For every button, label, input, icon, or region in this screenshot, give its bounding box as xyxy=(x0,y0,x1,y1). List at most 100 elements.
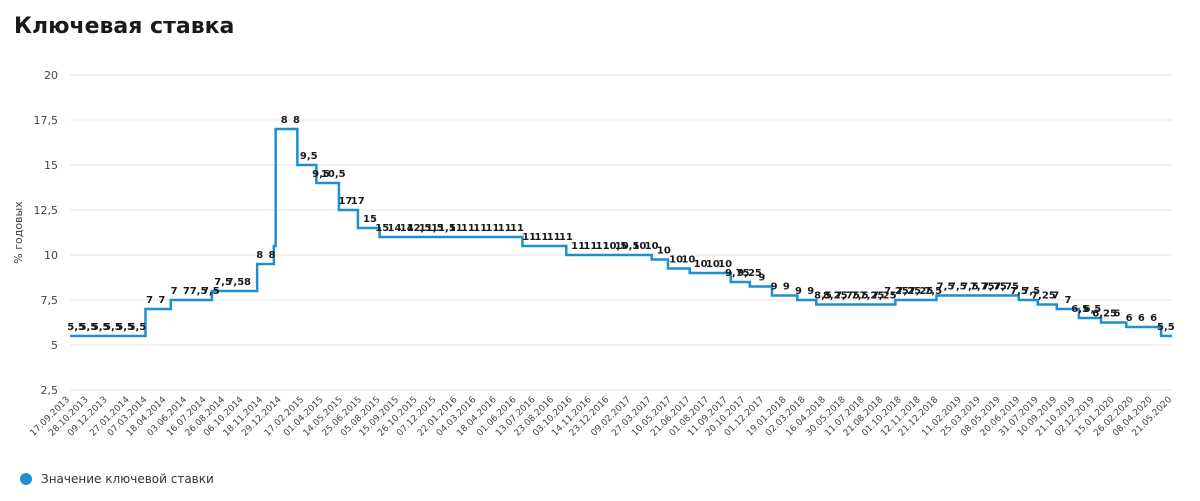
data-label: 7,5 xyxy=(1022,286,1040,297)
data-label: 7 xyxy=(146,295,153,306)
data-label: 11 xyxy=(498,223,512,234)
data-label: 7,25 xyxy=(1031,291,1056,302)
y-axis-title: % годовых xyxy=(12,201,25,264)
data-label: 11 xyxy=(485,223,499,234)
data-label: 6,25 xyxy=(1092,309,1117,320)
data-label: 11 xyxy=(522,232,536,243)
y-tick-label: 10 xyxy=(44,249,58,262)
data-label: 9,5 xyxy=(312,169,330,180)
data-label: 10 xyxy=(718,259,732,270)
data-label: 7,5 xyxy=(851,291,869,302)
data-label: 10 xyxy=(645,241,659,252)
data-label: 7,75 xyxy=(982,282,1007,293)
data-label: 6,5 xyxy=(1071,304,1089,315)
data-label: 11 xyxy=(596,241,610,252)
data-label: 14 xyxy=(400,223,414,234)
data-label: 9 xyxy=(758,273,765,284)
data-label: 9 xyxy=(795,286,802,297)
data-label: 11 xyxy=(583,241,597,252)
data-label: 8 xyxy=(281,115,288,126)
y-tick-label: 17,5 xyxy=(34,114,59,127)
data-label: 11,5 xyxy=(431,223,456,234)
data-label: 11 xyxy=(473,223,487,234)
data-label: 11 xyxy=(510,223,524,234)
data-label: 7,25 xyxy=(896,286,921,297)
data-label: 9,5 xyxy=(300,151,318,162)
data-label: 15 xyxy=(363,214,377,225)
data-label: 11 xyxy=(547,232,561,243)
y-tick-label: 5 xyxy=(51,339,58,352)
data-label: 5,5 xyxy=(116,322,134,333)
data-label: 7,5 xyxy=(949,282,967,293)
data-label: 10,5 xyxy=(321,169,346,180)
data-label: 7 xyxy=(171,286,178,297)
data-label: 14 xyxy=(388,223,402,234)
data-label: 7,5 xyxy=(1010,286,1028,297)
data-label: 17 xyxy=(339,196,353,207)
data-label: 8 xyxy=(293,115,300,126)
data-label: 10 xyxy=(657,246,671,257)
data-label: 6 xyxy=(1138,313,1145,324)
data-label: 9 xyxy=(771,282,778,293)
data-label: 7,5 xyxy=(937,282,955,293)
data-label: 7,5 xyxy=(961,282,979,293)
data-label: 7,25 xyxy=(884,286,909,297)
data-label: 5,5 xyxy=(1157,322,1175,333)
data-label: 10 xyxy=(669,255,683,266)
y-tick-label: 15 xyxy=(44,159,58,172)
data-label: 7,5 xyxy=(202,286,220,297)
data-label: 6 xyxy=(1113,309,1120,320)
data-label: 10 xyxy=(632,241,646,252)
chart-title: Ключевая ставка xyxy=(14,14,235,39)
data-label: 11 xyxy=(449,223,463,234)
data-label: 7,5 xyxy=(190,286,208,297)
data-label: 11 xyxy=(461,223,475,234)
data-label: 17 xyxy=(351,196,365,207)
data-label: 7,75 xyxy=(994,282,1019,293)
data-label: 11 xyxy=(571,241,585,252)
data-label: 7 xyxy=(1052,291,1059,302)
data-label: 7,75 xyxy=(835,291,860,302)
data-label: 9 xyxy=(807,286,814,297)
data-label: 7,25 xyxy=(860,291,885,302)
legend[interactable]: Значение ключевой ставки xyxy=(20,472,214,486)
data-label: 8,5 xyxy=(814,291,832,302)
data-label: 7,5 xyxy=(226,277,244,288)
data-label: 10,5 xyxy=(603,241,628,252)
y-tick-label: 7,5 xyxy=(41,294,59,307)
data-label: 6,5 xyxy=(1084,304,1102,315)
data-label: 5,5 xyxy=(92,322,110,333)
y-tick-label: 20 xyxy=(44,69,58,82)
y-tick-label: 2,5 xyxy=(41,384,59,397)
data-label: 7,5 xyxy=(924,286,942,297)
data-label: 5,5 xyxy=(128,322,146,333)
data-label: 8 xyxy=(256,250,263,261)
data-label: 7,5 xyxy=(214,277,232,288)
data-label: 10,5 xyxy=(615,241,640,252)
data-label: 7,25 xyxy=(872,291,897,302)
data-label: 5,5 xyxy=(67,322,85,333)
data-label: 10 xyxy=(706,259,720,270)
data-label: 6 xyxy=(1150,313,1157,324)
data-label: 6 xyxy=(1126,313,1133,324)
data-label: 8 xyxy=(244,277,251,288)
data-label: 7 xyxy=(183,286,190,297)
data-label: 10 xyxy=(694,259,708,270)
series-line xyxy=(70,127,1172,338)
data-label: 7,25 xyxy=(909,286,934,297)
data-label: 8 xyxy=(269,250,276,261)
data-label: 9,75 xyxy=(725,268,750,279)
data-label: 7,75 xyxy=(970,282,995,293)
y-tick-label: 12,5 xyxy=(34,204,59,217)
data-label: 7 xyxy=(158,295,165,306)
data-label: 15 xyxy=(375,223,389,234)
data-label: 7 xyxy=(1064,295,1071,306)
data-label: 5,5 xyxy=(104,322,122,333)
legend-marker-icon xyxy=(20,473,32,485)
data-label: 5,5 xyxy=(80,322,98,333)
data-label: 12,5 xyxy=(407,223,432,234)
data-label: 9,25 xyxy=(737,268,762,279)
data-label: 10 xyxy=(681,255,695,266)
data-label: 9 xyxy=(783,282,790,293)
